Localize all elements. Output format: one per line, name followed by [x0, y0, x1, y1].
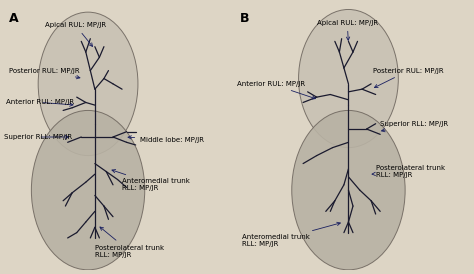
Text: Anterior RUL: MP/JR: Anterior RUL: MP/JR	[7, 99, 74, 106]
Text: B: B	[240, 12, 249, 25]
Text: Apical RUL: MP/JR: Apical RUL: MP/JR	[45, 22, 106, 47]
Text: Posterolateral trunk
RLL: MP/JR: Posterolateral trunk RLL: MP/JR	[95, 227, 164, 258]
Text: Middle lobe: MP/JR: Middle lobe: MP/JR	[128, 136, 204, 143]
Ellipse shape	[38, 12, 138, 156]
Ellipse shape	[292, 110, 405, 270]
Text: Anteromedial trunk
RLL: MP/JR: Anteromedial trunk RLL: MP/JR	[112, 170, 190, 191]
Text: Anterior RUL: MP/JR: Anterior RUL: MP/JR	[237, 81, 316, 99]
Text: Apical RUL: MP/JR: Apical RUL: MP/JR	[317, 20, 378, 40]
Text: Posterior RUL: MP/JR: Posterior RUL: MP/JR	[374, 68, 444, 88]
Text: Posterolateral trunk
RLL: MP/JR: Posterolateral trunk RLL: MP/JR	[372, 165, 445, 178]
Text: Superior RLL: MP/JR: Superior RLL: MP/JR	[4, 134, 73, 140]
Text: Anteromedial trunk
RLL: MP/JR: Anteromedial trunk RLL: MP/JR	[242, 222, 340, 247]
Text: Superior RLL: MP/JR: Superior RLL: MP/JR	[380, 121, 448, 132]
Ellipse shape	[31, 110, 145, 270]
Ellipse shape	[299, 10, 398, 148]
Text: Posterior RUL: MP/JR: Posterior RUL: MP/JR	[9, 68, 80, 79]
Text: A: A	[9, 12, 18, 25]
